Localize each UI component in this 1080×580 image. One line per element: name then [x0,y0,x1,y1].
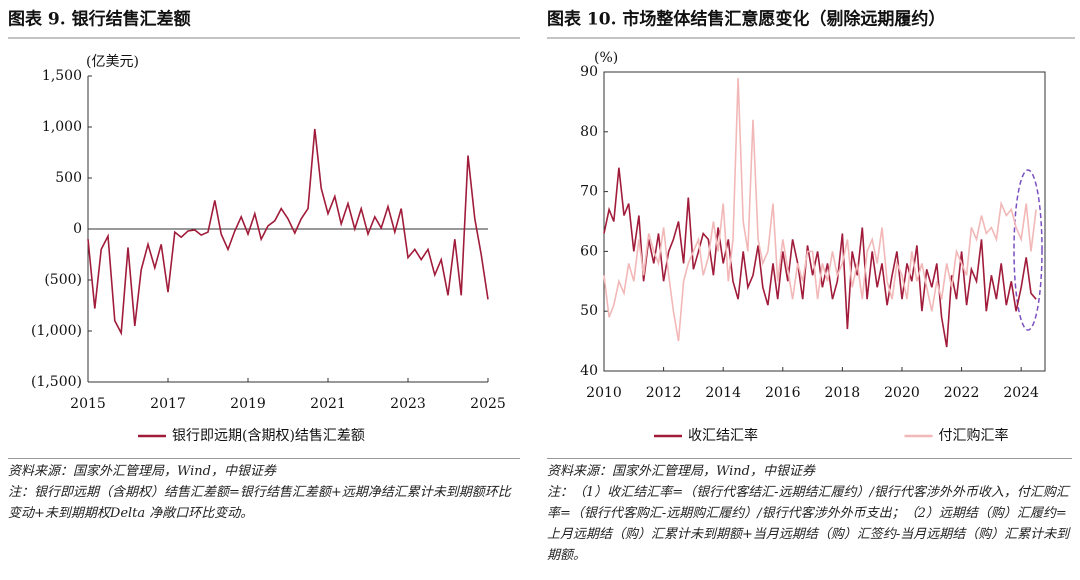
y-tick-label: (500) [44,272,82,288]
y-tick-label: 50 [580,303,598,319]
y-tick-label: 0 [73,221,82,237]
x-tick-label: 2016 [765,385,801,401]
legend-label: 银行即远期(含期权)结售汇差额 [172,428,365,444]
x-tick-label: 2017 [150,396,186,412]
legend-label: 付汇购汇率 [939,427,1009,444]
source: 资料来源：国家外汇管理局，Wind，中银证券 [547,464,815,479]
source: 资料来源：国家外汇管理局，Wind，中银证券 [8,464,276,479]
x-tick-label: 2023 [390,396,426,412]
y-tick-label: 80 [580,124,598,140]
x-tick-label: 2010 [586,385,622,401]
x-tick-label: 2022 [944,385,980,401]
x-tick-label: 2019 [230,396,266,412]
y-tick-label: 70 [580,184,598,200]
notes: 资料来源：国家外汇管理局，Wind，中银证券 注：（1）收汇结汇率=（银行代客结… [547,458,1072,566]
chart: 图表 9. 银行结售汇差额 (亿美元)1,500 1,000 500 0 (500) (1,… [8,9,1075,444]
notes: 资料来源：国家外汇管理局，Wind，中银证券 注：银行即远期（含期权）结售汇差额… [8,458,520,524]
line-series [603,77,1037,342]
y-tick-label: 1,500 [42,68,82,84]
x-tick-label: 2021 [310,396,346,412]
x-tick-label: 2020 [884,385,920,401]
y-axis-label: (亿美元) [86,54,139,70]
y-tick-label: 90 [580,64,598,80]
note: 注：（1）收汇结汇率=（银行代客结汇-远期结汇履约）/银行代客涉外外币收入，付汇… [547,485,1070,563]
y-tick-label: 60 [580,243,598,259]
y-tick-label: 1,000 [42,119,82,135]
x-tick-label: 2012 [646,385,682,401]
x-tick-label: 2014 [705,385,741,401]
chart-title: 图表 10. 市场整体结售汇意愿变化（剔除远期履约） [547,9,945,30]
line-series [603,167,1037,348]
y-tick-label: (1,000) [31,323,82,339]
x-tick-label: 2025 [470,396,506,412]
chart-title: 图表 9. 银行结售汇差额 [8,9,191,30]
y-axis-label: (%) [594,50,618,66]
legend-label: 收汇结汇率 [688,427,758,444]
x-tick-label: 2015 [70,396,106,412]
plot-frame [603,71,1046,372]
y-tick-label: 500 [55,170,82,186]
line-series [87,128,489,336]
x-tick-label: 2024 [1003,385,1039,401]
y-tick-label: (1,500) [31,374,82,390]
highlight-ellipse [1013,169,1043,331]
y-tick-label: 40 [580,363,598,379]
note: 注：银行即远期（含期权）结售汇差额=银行结售汇差额+远期净结汇累计未到期额环比变… [8,485,511,521]
x-tick-label: 2018 [825,385,861,401]
